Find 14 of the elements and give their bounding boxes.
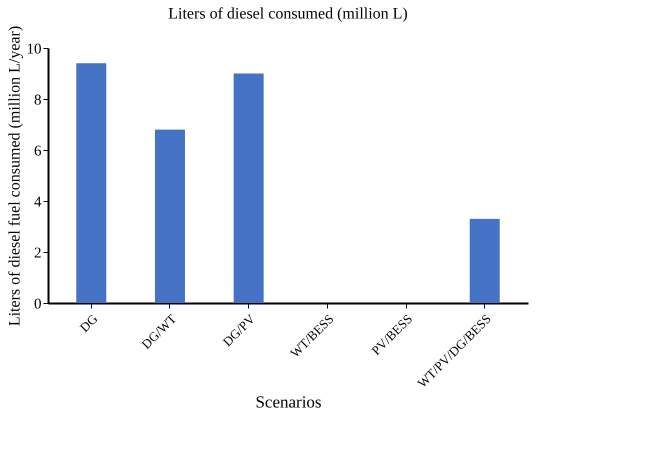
y-tick-label: 0 bbox=[34, 296, 42, 312]
y-tick-label: 6 bbox=[34, 144, 42, 160]
y-tick-label: 8 bbox=[34, 92, 42, 108]
y-tick-label: 10 bbox=[26, 42, 42, 58]
chart-title: Liters of diesel consumed (million L) bbox=[168, 5, 408, 22]
y-tick-label: 2 bbox=[34, 246, 42, 262]
bar bbox=[470, 218, 500, 303]
y-axis-title: Liters of diesel fuel consumed (million L/year) bbox=[6, 26, 24, 326]
bar bbox=[76, 63, 106, 303]
bar bbox=[154, 130, 185, 303]
x-axis-title: Scenarios bbox=[255, 392, 322, 412]
y-tick-label: 4 bbox=[34, 194, 42, 210]
bar bbox=[234, 74, 264, 303]
x-tick-label: DG bbox=[76, 311, 100, 335]
